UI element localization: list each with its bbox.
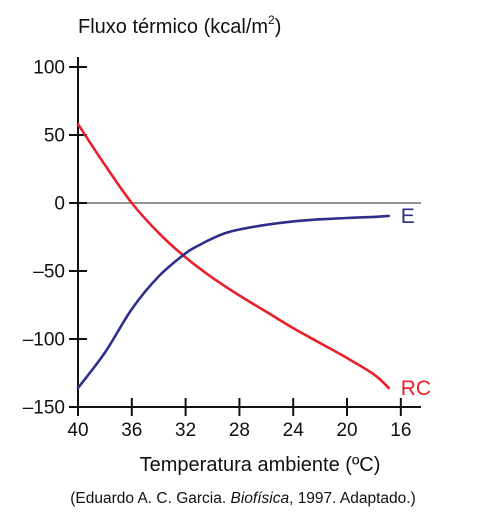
x-axis-title: Temperatura ambiente (ºC) — [140, 454, 381, 476]
x-tick-label: 24 — [283, 420, 305, 441]
series-labels-group: RC E — [401, 205, 431, 400]
series-line-rc — [76, 122, 390, 390]
x-tick-label: 28 — [229, 420, 250, 441]
y-tick-label: 0 — [54, 194, 65, 215]
y-tick-label: –50 — [33, 262, 65, 283]
source-suffix: , 1997. Adaptado.) — [289, 490, 416, 507]
x-tick-label: 32 — [175, 420, 196, 441]
y-tick-label: –150 — [23, 398, 65, 419]
source-italic: Biofísica — [230, 490, 290, 507]
axes-group — [77, 57, 421, 408]
chart-svg: Fluxo térmico (kcal/m2) 100 50 0 –50 –100 –15… — [23, 13, 431, 476]
series-group — [76, 122, 390, 390]
y-tick-label: 100 — [33, 58, 65, 79]
source-prefix: (Eduardo A. C. Garcia. — [70, 490, 231, 507]
y-tick-label: –100 — [23, 330, 65, 351]
series-label-rc: RC — [401, 377, 431, 400]
x-tick-label: 40 — [67, 420, 88, 441]
y-axis-title-close: ) — [275, 16, 282, 38]
y-axis-title: Fluxo térmico (kcal/m2) — [78, 13, 281, 38]
x-tick-label: 36 — [121, 420, 142, 441]
y-axis-title-text: Fluxo térmico (kcal/m — [78, 16, 268, 38]
y-axis-title-superscript: 2 — [268, 13, 275, 27]
series-label-e: E — [401, 205, 415, 228]
x-tick-label: 20 — [336, 420, 357, 441]
source-citation: (Eduardo A. C. Garcia. Biofísica, 1997. … — [0, 490, 486, 508]
series-line-e — [76, 214, 390, 390]
x-tick-label: 16 — [390, 420, 411, 441]
y-tick-label: 50 — [44, 126, 65, 147]
